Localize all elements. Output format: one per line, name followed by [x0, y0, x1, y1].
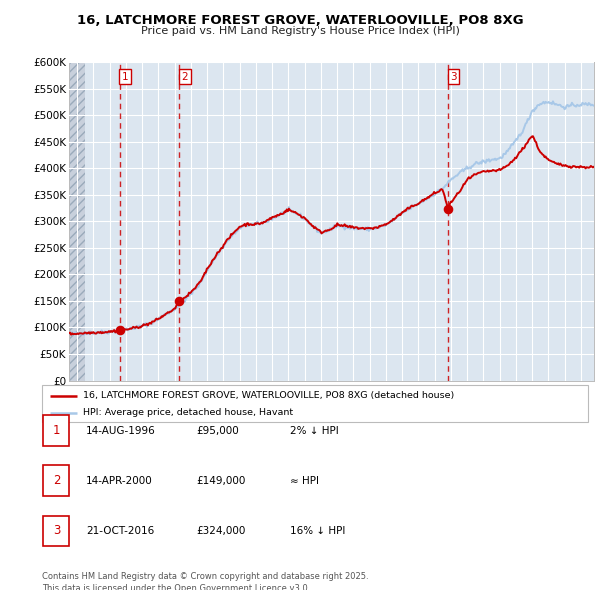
Text: £95,000: £95,000: [197, 426, 239, 435]
Text: 16, LATCHMORE FOREST GROVE, WATERLOOVILLE, PO8 8XG: 16, LATCHMORE FOREST GROVE, WATERLOOVILL…: [77, 14, 523, 27]
Text: 14-AUG-1996: 14-AUG-1996: [86, 426, 155, 435]
Text: 1: 1: [53, 424, 60, 437]
Text: HPI: Average price, detached house, Havant: HPI: Average price, detached house, Hava…: [83, 408, 293, 417]
Point: [443, 204, 452, 213]
Text: 2% ↓ HPI: 2% ↓ HPI: [290, 426, 338, 435]
Text: £149,000: £149,000: [197, 476, 246, 486]
Text: 14-APR-2000: 14-APR-2000: [86, 476, 152, 486]
Text: 2: 2: [53, 474, 60, 487]
Text: 21-OCT-2016: 21-OCT-2016: [86, 526, 154, 536]
Text: 16, LATCHMORE FOREST GROVE, WATERLOOVILLE, PO8 8XG (detached house): 16, LATCHMORE FOREST GROVE, WATERLOOVILL…: [83, 391, 454, 400]
Text: 3: 3: [53, 525, 60, 537]
Text: 2: 2: [182, 71, 188, 81]
Text: Price paid vs. HM Land Registry's House Price Index (HPI): Price paid vs. HM Land Registry's House …: [140, 27, 460, 36]
Text: ≈ HPI: ≈ HPI: [290, 476, 319, 486]
Text: 16% ↓ HPI: 16% ↓ HPI: [290, 526, 345, 536]
Point: [115, 326, 124, 335]
Text: 1: 1: [122, 71, 129, 81]
Text: 3: 3: [450, 71, 457, 81]
Text: £324,000: £324,000: [197, 526, 246, 536]
Point: [175, 297, 184, 306]
Text: Contains HM Land Registry data © Crown copyright and database right 2025.
This d: Contains HM Land Registry data © Crown c…: [42, 572, 368, 590]
